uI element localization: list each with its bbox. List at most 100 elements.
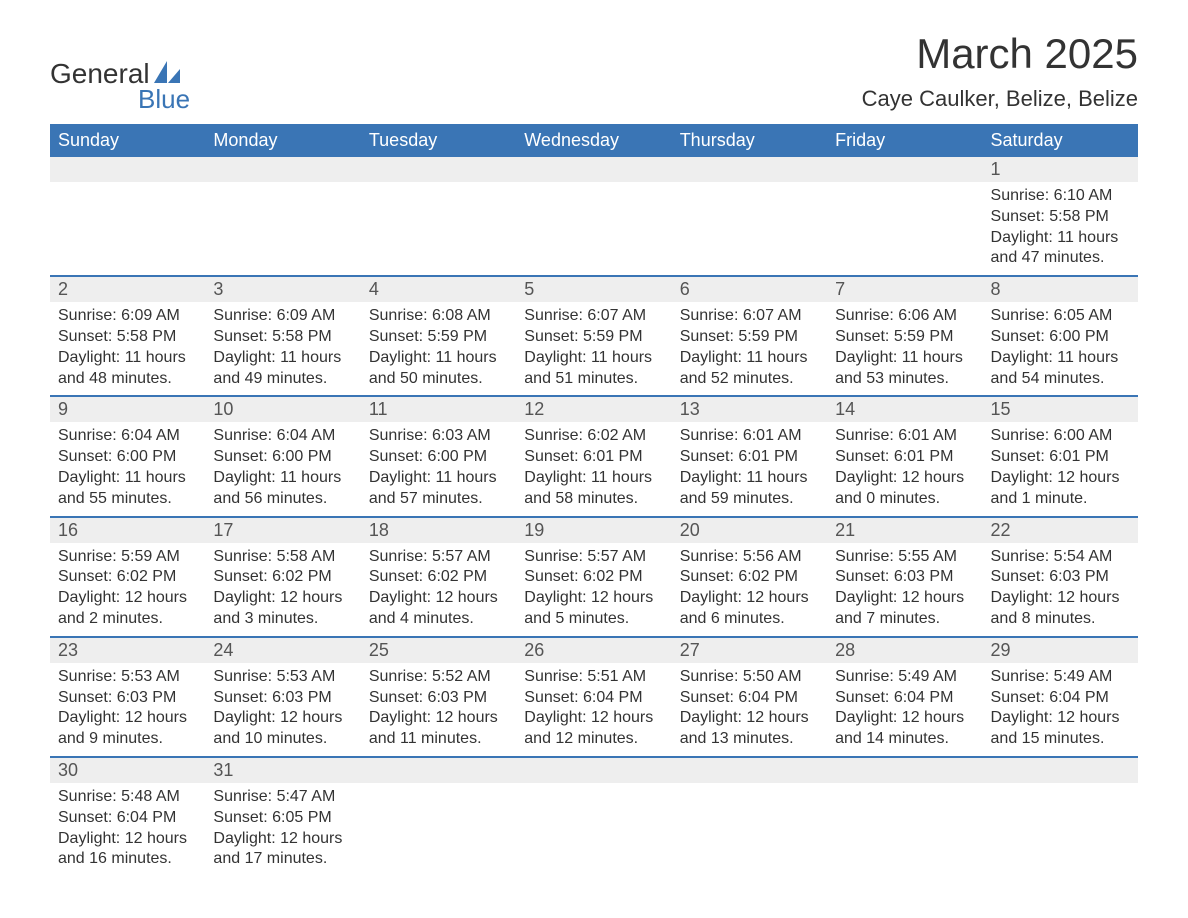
- day-number-cell: 31: [205, 757, 360, 783]
- day-number-cell: [672, 157, 827, 182]
- day-number-cell: 22: [983, 517, 1138, 543]
- day-detail-row: Sunrise: 5:53 AMSunset: 6:03 PMDaylight:…: [50, 663, 1138, 757]
- day-number-row: 1: [50, 157, 1138, 182]
- day-number-cell: 4: [361, 276, 516, 302]
- day-number-cell: 12: [516, 396, 671, 422]
- day-detail-cell: Sunrise: 5:57 AMSunset: 6:02 PMDaylight:…: [516, 543, 671, 637]
- day-detail-cell: [672, 783, 827, 876]
- day-detail-cell: [827, 783, 982, 876]
- day-detail-cell: Sunrise: 5:56 AMSunset: 6:02 PMDaylight:…: [672, 543, 827, 637]
- day-number-cell: [205, 157, 360, 182]
- day-detail-cell: Sunrise: 6:01 AMSunset: 6:01 PMDaylight:…: [827, 422, 982, 516]
- day-number-cell: 25: [361, 637, 516, 663]
- day-number-cell: 9: [50, 396, 205, 422]
- day-detail-cell: Sunrise: 6:09 AMSunset: 5:58 PMDaylight:…: [50, 302, 205, 396]
- day-detail-cell: Sunrise: 6:10 AMSunset: 5:58 PMDaylight:…: [983, 182, 1138, 276]
- day-detail-row: Sunrise: 6:10 AMSunset: 5:58 PMDaylight:…: [50, 182, 1138, 276]
- day-detail-cell: Sunrise: 6:07 AMSunset: 5:59 PMDaylight:…: [516, 302, 671, 396]
- day-detail-cell: Sunrise: 6:07 AMSunset: 5:59 PMDaylight:…: [672, 302, 827, 396]
- weekday-header: Friday: [827, 124, 982, 157]
- day-number-cell: 24: [205, 637, 360, 663]
- day-number-cell: 19: [516, 517, 671, 543]
- day-detail-cell: [983, 783, 1138, 876]
- day-detail-cell: Sunrise: 5:48 AMSunset: 6:04 PMDaylight:…: [50, 783, 205, 876]
- day-detail-cell: Sunrise: 6:02 AMSunset: 6:01 PMDaylight:…: [516, 422, 671, 516]
- day-detail-cell: Sunrise: 6:03 AMSunset: 6:00 PMDaylight:…: [361, 422, 516, 516]
- day-number-cell: 2: [50, 276, 205, 302]
- page-subtitle: Caye Caulker, Belize, Belize: [862, 86, 1138, 112]
- page-header: General Blue March 2025 Caye Caulker, Be…: [50, 30, 1138, 112]
- day-detail-cell: [672, 182, 827, 276]
- day-number-cell: 10: [205, 396, 360, 422]
- day-detail-cell: Sunrise: 6:00 AMSunset: 6:01 PMDaylight:…: [983, 422, 1138, 516]
- logo-text-bottom: Blue: [50, 86, 190, 112]
- page-title: March 2025: [862, 30, 1138, 78]
- day-number-cell: [50, 157, 205, 182]
- day-number-cell: 14: [827, 396, 982, 422]
- weekday-header: Tuesday: [361, 124, 516, 157]
- day-number-row: 2345678: [50, 276, 1138, 302]
- day-detail-cell: Sunrise: 6:04 AMSunset: 6:00 PMDaylight:…: [50, 422, 205, 516]
- day-detail-cell: Sunrise: 6:06 AMSunset: 5:59 PMDaylight:…: [827, 302, 982, 396]
- day-detail-row: Sunrise: 6:09 AMSunset: 5:58 PMDaylight:…: [50, 302, 1138, 396]
- day-number-cell: 30: [50, 757, 205, 783]
- day-number-row: 3031: [50, 757, 1138, 783]
- day-detail-cell: [361, 182, 516, 276]
- day-number-cell: 20: [672, 517, 827, 543]
- day-number-row: 16171819202122: [50, 517, 1138, 543]
- weekday-header: Monday: [205, 124, 360, 157]
- day-detail-cell: Sunrise: 5:47 AMSunset: 6:05 PMDaylight:…: [205, 783, 360, 876]
- day-number-cell: [361, 157, 516, 182]
- day-number-cell: 8: [983, 276, 1138, 302]
- day-number-cell: [827, 757, 982, 783]
- day-detail-cell: Sunrise: 6:08 AMSunset: 5:59 PMDaylight:…: [361, 302, 516, 396]
- logo: General Blue: [50, 60, 190, 112]
- day-number-cell: 21: [827, 517, 982, 543]
- day-number-cell: [672, 757, 827, 783]
- day-number-row: 23242526272829: [50, 637, 1138, 663]
- day-number-cell: 6: [672, 276, 827, 302]
- day-number-cell: 18: [361, 517, 516, 543]
- day-number-row: 9101112131415: [50, 396, 1138, 422]
- day-number-cell: 17: [205, 517, 360, 543]
- day-number-cell: [361, 757, 516, 783]
- day-detail-cell: Sunrise: 5:50 AMSunset: 6:04 PMDaylight:…: [672, 663, 827, 757]
- day-number-cell: [983, 757, 1138, 783]
- day-number-cell: 15: [983, 396, 1138, 422]
- day-detail-cell: Sunrise: 5:58 AMSunset: 6:02 PMDaylight:…: [205, 543, 360, 637]
- day-number-cell: [516, 757, 671, 783]
- day-detail-cell: Sunrise: 5:55 AMSunset: 6:03 PMDaylight:…: [827, 543, 982, 637]
- weekday-header: Sunday: [50, 124, 205, 157]
- day-detail-row: Sunrise: 5:59 AMSunset: 6:02 PMDaylight:…: [50, 543, 1138, 637]
- logo-text-top: General: [50, 60, 150, 88]
- day-detail-cell: [205, 182, 360, 276]
- day-detail-cell: Sunrise: 5:49 AMSunset: 6:04 PMDaylight:…: [827, 663, 982, 757]
- day-detail-cell: Sunrise: 6:05 AMSunset: 6:00 PMDaylight:…: [983, 302, 1138, 396]
- day-detail-cell: Sunrise: 6:04 AMSunset: 6:00 PMDaylight:…: [205, 422, 360, 516]
- day-detail-cell: [516, 783, 671, 876]
- day-number-cell: 11: [361, 396, 516, 422]
- day-detail-row: Sunrise: 6:04 AMSunset: 6:00 PMDaylight:…: [50, 422, 1138, 516]
- weekday-header: Thursday: [672, 124, 827, 157]
- day-detail-cell: Sunrise: 6:01 AMSunset: 6:01 PMDaylight:…: [672, 422, 827, 516]
- day-number-cell: 23: [50, 637, 205, 663]
- day-detail-cell: Sunrise: 5:53 AMSunset: 6:03 PMDaylight:…: [50, 663, 205, 757]
- day-number-cell: 27: [672, 637, 827, 663]
- day-number-cell: 1: [983, 157, 1138, 182]
- day-detail-cell: Sunrise: 5:51 AMSunset: 6:04 PMDaylight:…: [516, 663, 671, 757]
- day-detail-cell: Sunrise: 5:57 AMSunset: 6:02 PMDaylight:…: [361, 543, 516, 637]
- day-detail-cell: Sunrise: 5:49 AMSunset: 6:04 PMDaylight:…: [983, 663, 1138, 757]
- day-detail-cell: Sunrise: 5:52 AMSunset: 6:03 PMDaylight:…: [361, 663, 516, 757]
- day-detail-cell: [50, 182, 205, 276]
- day-detail-row: Sunrise: 5:48 AMSunset: 6:04 PMDaylight:…: [50, 783, 1138, 876]
- day-detail-cell: [827, 182, 982, 276]
- day-number-cell: [516, 157, 671, 182]
- day-number-cell: 29: [983, 637, 1138, 663]
- calendar-table: SundayMondayTuesdayWednesdayThursdayFrid…: [50, 124, 1138, 876]
- day-detail-cell: [361, 783, 516, 876]
- calendar-header-row: SundayMondayTuesdayWednesdayThursdayFrid…: [50, 124, 1138, 157]
- day-number-cell: 5: [516, 276, 671, 302]
- day-number-cell: 26: [516, 637, 671, 663]
- day-detail-cell: Sunrise: 5:53 AMSunset: 6:03 PMDaylight:…: [205, 663, 360, 757]
- day-number-cell: 13: [672, 396, 827, 422]
